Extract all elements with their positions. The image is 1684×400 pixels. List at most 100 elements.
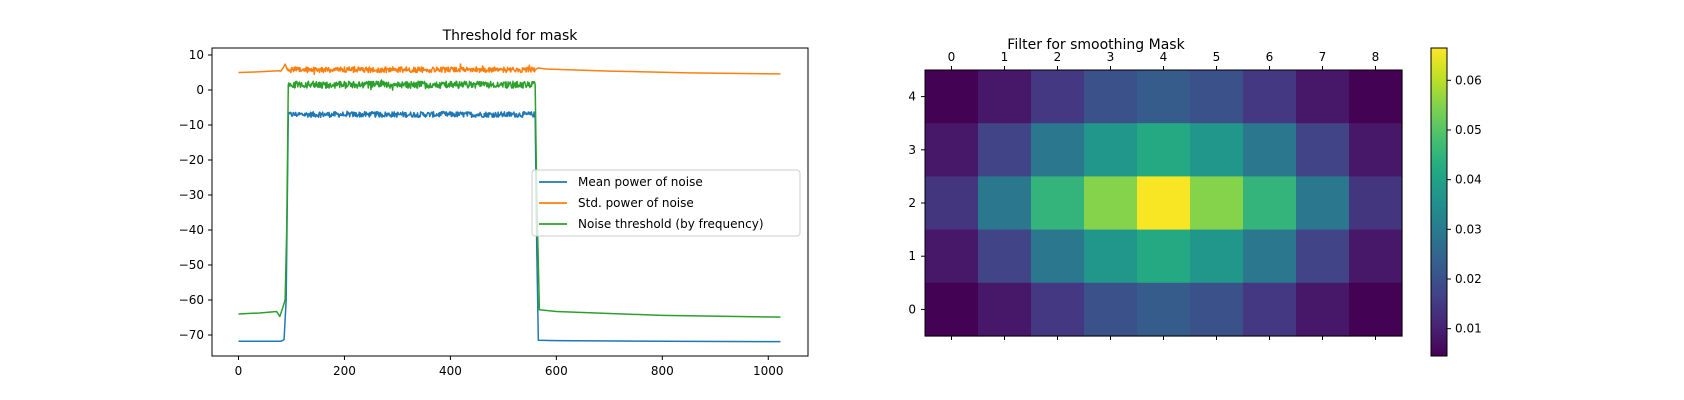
x-tick-label: 1000	[753, 364, 784, 378]
legend-label-mean-power: Mean power of noise	[578, 175, 703, 189]
heatmap-cell	[1137, 282, 1191, 337]
heatmap-cell	[978, 123, 1032, 177]
heatmap-cell	[1296, 282, 1350, 337]
heatmap-x-tick-label: 4	[1160, 50, 1168, 64]
heatmap-cell	[1296, 123, 1350, 177]
heatmap-chart: Filter for smoothing Mask 0 1 2 3 4 5 6 7 8 4 3 2 1…	[908, 37, 1403, 340]
colorbar-gradient	[1431, 48, 1447, 356]
heatmap-cell	[1190, 123, 1244, 177]
heatmap-y-tick-label: 3	[908, 143, 916, 157]
heatmap-x-tick-label: 0	[948, 50, 956, 64]
heatmap-y-tick-label: 0	[908, 302, 916, 316]
colorbar: 0.01 0.02 0.03 0.04 0.05 0.06	[1430, 47, 1482, 357]
y-tick-label: −70	[179, 328, 204, 342]
x-tick-label: 200	[333, 364, 356, 378]
heatmap-cell	[1031, 70, 1085, 124]
colorbar-tick-label: 0.01	[1455, 322, 1482, 336]
colorbar-frame	[1430, 47, 1448, 357]
y-tick-label: −40	[179, 223, 204, 237]
heatmap-cell	[1243, 229, 1297, 284]
heatmap-cell	[1243, 176, 1297, 231]
heatmap-cell	[1349, 176, 1403, 231]
heatmap-cell	[978, 176, 1032, 231]
heatmap-cell	[1031, 176, 1085, 231]
heatmap-cell	[978, 282, 1032, 337]
legend-box	[531, 169, 801, 237]
heatmap-cell	[1137, 229, 1191, 284]
colorbar-tick-label: 0.05	[1455, 123, 1482, 137]
heatmap-x-tick-label: 7	[1319, 50, 1327, 64]
heatmap-cell	[1137, 70, 1191, 124]
heatmap-cell	[1349, 229, 1403, 284]
heatmap-cell	[925, 176, 979, 231]
heatmap-cell	[1296, 70, 1350, 124]
legend-label-noise-threshold: Noise threshold (by frequency)	[578, 217, 764, 231]
legend: Mean power of noise Std. power of noise …	[531, 169, 801, 237]
heatmap-cell	[1243, 70, 1297, 124]
line-y-axis: 10 0 −10 −20 −30 −40 −50 −60 −70	[179, 48, 212, 342]
series-line-mean-power	[238, 110, 781, 343]
heatmap-cell	[1243, 282, 1297, 337]
colorbar-tick-label: 0.02	[1455, 272, 1482, 286]
series-line-noise-threshold	[238, 79, 781, 318]
line-series-group	[238, 63, 781, 343]
y-tick-label: −30	[179, 188, 204, 202]
heatmap-cell	[978, 229, 1032, 284]
heatmap-cell	[1084, 176, 1138, 231]
heatmap-cell	[1084, 70, 1138, 124]
heatmap-cell	[1031, 229, 1085, 284]
colorbar-tick-label: 0.04	[1455, 173, 1482, 187]
heatmap-cell	[1243, 123, 1297, 177]
x-tick-label: 600	[545, 364, 568, 378]
heatmap-title: Filter for smoothing Mask	[1007, 37, 1185, 53]
heatmap-cell	[1296, 229, 1350, 284]
y-tick-label: 0	[196, 83, 204, 97]
heatmap-cell	[1084, 282, 1138, 337]
heatmap-cell	[1031, 123, 1085, 177]
heatmap-y-tick-label: 4	[908, 90, 916, 104]
y-tick-label: −20	[179, 153, 204, 167]
heatmap-cell	[1190, 70, 1244, 124]
heatmap-x-tick-label: 1	[1001, 50, 1009, 64]
heatmap-x-tick-label: 6	[1266, 50, 1274, 64]
colorbar-tick-label: 0.03	[1455, 222, 1482, 236]
heatmap-cell	[1137, 123, 1191, 177]
heatmap-x-tick-label: 2	[1054, 50, 1062, 64]
line-chart: Threshold for mask 0 200 400 600 800 1000 10 0…	[179, 28, 809, 378]
heatmap-cell	[1084, 123, 1138, 177]
colorbar-tick-label: 0.06	[1455, 73, 1482, 87]
legend-label-std-power: Std. power of noise	[578, 196, 694, 210]
heatmap-cell	[1190, 229, 1244, 284]
line-chart-frame	[211, 47, 809, 357]
heatmap-cell	[1296, 176, 1350, 231]
heatmap-x-tick-label: 8	[1372, 50, 1380, 64]
heatmap-cells	[925, 70, 1403, 337]
heatmap-cell	[925, 229, 979, 284]
line-x-axis: 0 200 400 600 800 1000	[235, 356, 784, 378]
heatmap-cell	[1031, 282, 1085, 337]
series-line-std-power	[238, 63, 781, 76]
heatmap-cell	[925, 70, 979, 124]
x-tick-label: 800	[651, 364, 674, 378]
heatmap-y-axis: 4 3 2 1 0	[908, 90, 925, 316]
heatmap-cell	[1190, 176, 1244, 231]
colorbar-axis: 0.01 0.02 0.03 0.04 0.05 0.06	[1447, 73, 1482, 336]
heatmap-cell	[1190, 282, 1244, 337]
heatmap-cell	[1349, 70, 1403, 124]
heatmap-x-tick-label: 3	[1107, 50, 1115, 64]
heatmap-y-tick-label: 2	[908, 196, 916, 210]
heatmap-x-tick-label: 5	[1213, 50, 1221, 64]
y-tick-label: 10	[189, 48, 204, 62]
line-chart-title: Threshold for mask	[442, 28, 579, 44]
x-tick-label: 400	[439, 364, 462, 378]
heatmap-cell	[925, 123, 979, 177]
y-tick-label: −50	[179, 258, 204, 272]
heatmap-cell	[1084, 229, 1138, 284]
y-tick-label: −60	[179, 293, 204, 307]
heatmap-cell	[978, 70, 1032, 124]
heatmap-cell	[925, 282, 979, 337]
heatmap-y-tick-label: 1	[908, 249, 916, 263]
x-tick-label: 0	[235, 364, 243, 378]
